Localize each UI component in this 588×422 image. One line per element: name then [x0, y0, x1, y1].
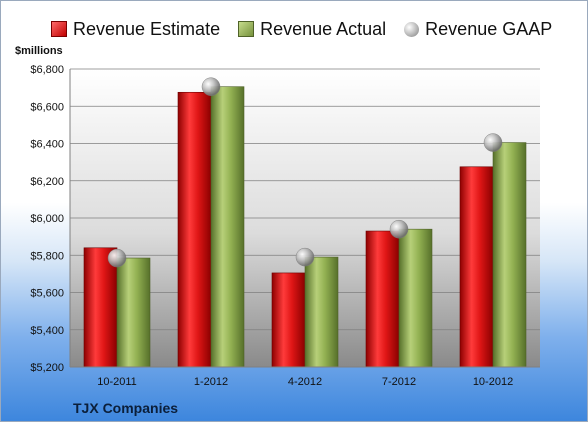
legend-swatch-gaap	[404, 21, 420, 37]
y-tick-label: $6,600	[30, 101, 64, 113]
y-tick-label: $6,400	[30, 139, 64, 151]
gaap-marker	[295, 247, 315, 267]
legend-item-gaap: Revenue GAAP	[404, 19, 552, 40]
y-tick-label: $5,800	[30, 250, 64, 262]
y-tick-label: $5,200	[30, 362, 64, 374]
legend-label-actual: Revenue Actual	[260, 18, 387, 39]
bar-actual	[398, 228, 433, 368]
bar-estimate	[459, 166, 494, 368]
gaap-marker	[483, 133, 503, 152]
legend-label-estimate: Revenue Estimate	[73, 18, 221, 39]
y-axis-unit-label: $millions	[15, 45, 63, 57]
legend-swatch-actual	[238, 21, 255, 37]
y-tick-label: $5,600	[30, 288, 64, 300]
bar-actual	[304, 256, 339, 368]
x-axis-ticks: 10-2011 1-2012 4-2012 7-2012 10-2012	[97, 376, 513, 388]
x-tick-label: 7-2012	[382, 376, 416, 388]
bar-estimate	[365, 230, 400, 368]
company-name: TJX Companies	[73, 400, 179, 416]
bar-estimate	[271, 272, 306, 368]
gaap-marker	[201, 77, 221, 96]
y-tick-label: $6,800	[30, 64, 64, 76]
bar-actual	[492, 142, 527, 368]
legend-item-actual: Revenue Actual	[238, 19, 386, 40]
gaap-marker	[389, 219, 409, 239]
bar-actual	[210, 86, 245, 368]
y-tick-label: $6,000	[30, 213, 64, 225]
chart-legend: Revenue Estimate Revenue Actual Revenue …	[51, 15, 570, 43]
x-tick-label: 10-2011	[97, 376, 137, 388]
gaap-markers	[107, 77, 503, 268]
y-tick-label: $5,400	[30, 325, 64, 337]
bar-estimate	[177, 91, 212, 368]
legend-swatch-estimate	[51, 21, 67, 37]
x-tick-label: 1-2012	[194, 376, 228, 388]
gaap-marker	[107, 248, 127, 268]
y-tick-label: $6,200	[30, 176, 64, 188]
bars	[83, 86, 527, 368]
x-tick-label: 10-2012	[473, 376, 513, 388]
bar-actual	[116, 257, 151, 368]
legend-label-gaap: Revenue GAAP	[425, 18, 553, 39]
y-axis-ticks: $5,200 $5,400 $5,600 $5,800 $6,000 $6,200 $6,4…	[30, 64, 64, 374]
x-tick-label: 4-2012	[288, 376, 322, 388]
legend-item-estimate: Revenue Estimate	[51, 19, 220, 40]
